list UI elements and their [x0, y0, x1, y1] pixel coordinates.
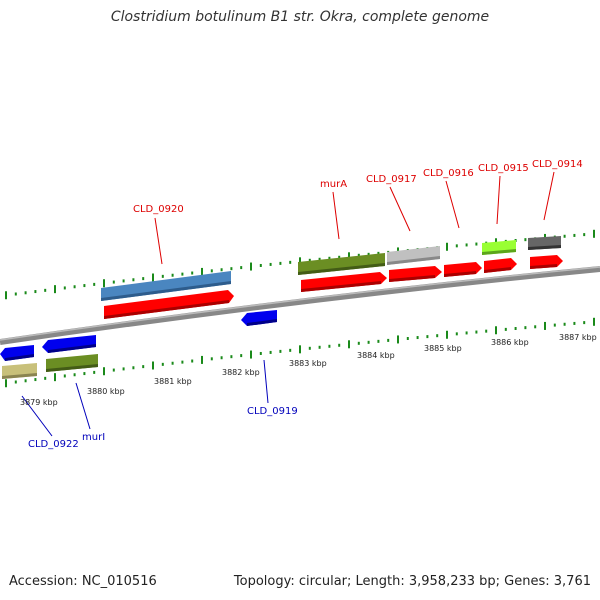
cds-arrows-forward — [104, 255, 563, 319]
scale-label: 3883 kbp — [289, 359, 327, 368]
gene-label-cld0917[interactable]: CLD_0917 — [366, 174, 417, 185]
gene-label-cld0922[interactable]: CLD_0922 — [28, 439, 79, 450]
gene-label-cld0920[interactable]: CLD_0920 — [133, 204, 184, 215]
gene-label-cld0919[interactable]: CLD_0919 — [247, 406, 298, 417]
reverse-tick-track — [5, 317, 595, 388]
scale-label: 3881 kbp — [154, 377, 192, 386]
gene-label-cld0914[interactable]: CLD_0914 — [532, 159, 583, 170]
accession-label: Accession: NC_010516 — [9, 574, 157, 589]
reverse-gene-labels: CLD_0919 CLD_0922 murI — [28, 406, 298, 450]
scale-label: 3887 kbp — [559, 333, 597, 342]
cds-arrow-cld0920[interactable] — [104, 290, 234, 319]
scale-labels: 3879 kbp 3880 kbp 3881 kbp 3882 kbp 3883… — [20, 333, 597, 407]
scale-label: 3885 kbp — [424, 344, 462, 353]
scale-label: 3882 kbp — [222, 368, 260, 377]
scale-label: 3879 kbp — [20, 398, 58, 407]
gene-label-mura[interactable]: murA — [320, 179, 347, 190]
topology-summary: Topology: circular; Length: 3,958,233 bp… — [233, 574, 591, 589]
gene-label-cld0916[interactable]: CLD_0916 — [423, 168, 474, 179]
cds-arrows-reverse — [0, 310, 277, 379]
backbone — [0, 266, 600, 345]
gene-blocks-upper — [101, 236, 561, 301]
gene-label-muri[interactable]: murI — [82, 432, 105, 443]
map-title: Clostridium botulinum B1 str. Okra, comp… — [110, 9, 490, 25]
scale-label: 3884 kbp — [357, 351, 395, 360]
forward-gene-labels: CLD_0920 murA CLD_0917 CLD_0916 CLD_0915… — [133, 159, 583, 215]
scale-label: 3880 kbp — [87, 387, 125, 396]
gene-label-cld0915[interactable]: CLD_0915 — [478, 163, 529, 174]
gene-block-mura[interactable] — [298, 253, 385, 275]
scale-label: 3886 kbp — [491, 338, 529, 347]
label-connectors — [21, 171, 555, 437]
forward-tick-track — [5, 229, 595, 300]
gene-block-cld0920[interactable] — [101, 271, 231, 301]
